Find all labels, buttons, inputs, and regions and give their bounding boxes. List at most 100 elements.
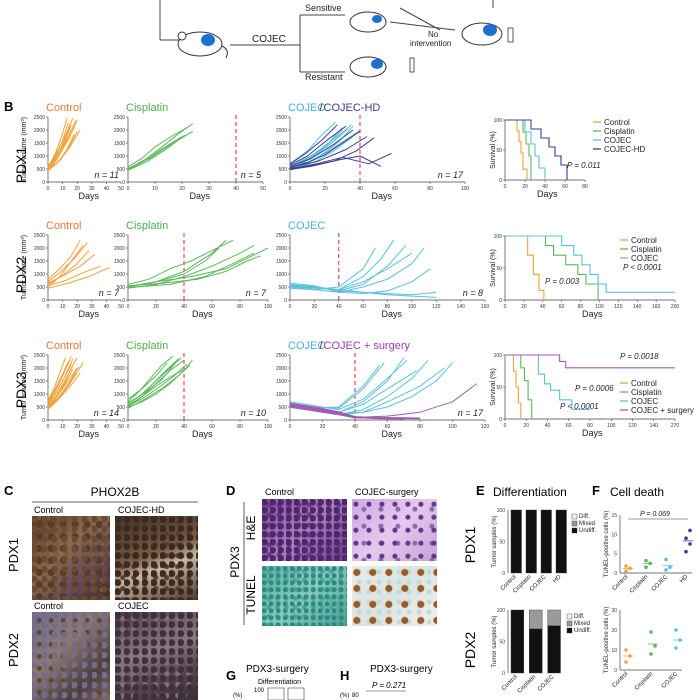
- y-axis-label: Tumor samples (%): [492, 615, 498, 667]
- x-tick-label: 0: [289, 186, 292, 192]
- n-label: n = 5: [241, 170, 262, 180]
- panel-h-axis: (%): [340, 693, 349, 699]
- y-tick-label: 1000: [276, 272, 287, 278]
- x-tick-label: 40: [545, 423, 551, 429]
- data-point: [649, 652, 653, 656]
- panel-c-col2: COJEC-HD: [118, 505, 165, 515]
- legend-swatch: [571, 513, 578, 520]
- x-tick-label: 100: [607, 423, 616, 429]
- tumor-growth-line: [289, 129, 354, 167]
- legend-label: Cisplatin: [631, 245, 662, 254]
- y-tick-label: 100: [494, 118, 503, 124]
- chart-title: Control: [46, 340, 81, 352]
- x-tick-label: 50: [260, 186, 266, 192]
- legend-label: Mixed: [579, 521, 595, 527]
- schema-treatment: COJEC: [252, 34, 286, 45]
- data-point: [624, 660, 628, 664]
- y-tick-label: 500: [37, 285, 46, 291]
- y-axis-label: Survival (%): [490, 249, 497, 287]
- tumor-growth-line: [127, 255, 262, 287]
- he-pdx3-cojec-surgery: [352, 499, 437, 561]
- tube-icon: [409, 57, 415, 73]
- tumor-growth-line: [289, 125, 347, 166]
- panel-g-subtitle: Differentiation: [258, 679, 301, 686]
- tumor-growth-line: [289, 268, 431, 294]
- data-point: [624, 564, 628, 568]
- tumor-growth-line: [289, 365, 380, 409]
- x-tick-label: 20: [74, 186, 80, 192]
- y-tick-label: 2000: [276, 366, 287, 372]
- y-tick-label: 1500: [34, 379, 45, 385]
- legend-label: Control: [631, 379, 657, 388]
- n-label: n = 14: [94, 408, 119, 418]
- chart-title: Control: [46, 102, 81, 114]
- y-tick-label: 2000: [276, 128, 287, 134]
- y-tick-label: 2500: [34, 233, 45, 239]
- tumor-growth-line: [289, 404, 421, 419]
- tumor-growth-line: [289, 130, 361, 169]
- legend-swatch: [566, 627, 573, 634]
- x-tick-label: 20: [153, 304, 159, 310]
- x-tick-label: 40: [104, 424, 110, 430]
- y-tick-label: 2500: [34, 353, 45, 359]
- growth-chart: 0 500 1000 1500 2000 2500 0 10 20 30 40 50 Days Cispl…: [114, 102, 266, 201]
- tumor-growth-line: [127, 136, 183, 171]
- legend-label: COJEC: [631, 254, 658, 263]
- x-axis-label: Days: [192, 309, 213, 319]
- x-tick-label: 100: [408, 304, 417, 310]
- panel-c-col1: Control: [34, 505, 63, 515]
- y-tick-label: 1500: [114, 379, 125, 385]
- x-tick-label: 40: [181, 304, 187, 310]
- y-tick-label: 10: [611, 648, 617, 654]
- y-tick-label: 500: [279, 405, 288, 411]
- y-tick-label: 1500: [114, 259, 125, 265]
- y-axis-label: TUNEL-positive cells (%): [604, 511, 610, 578]
- y-tick-label: 2500: [276, 353, 287, 359]
- tumor-growth-line: [127, 123, 194, 170]
- x-tick-label: 0: [47, 304, 50, 310]
- x-tick-label: 20: [312, 304, 318, 310]
- data-point: [688, 542, 692, 546]
- y-tick-label: 0: [122, 180, 125, 186]
- category-label: COJEC: [651, 574, 670, 593]
- x-tick-label: 80: [587, 423, 593, 429]
- growth-chart: 0 500 1000 1500 2000 2500 0 10 20 30 40 50 Days Tumor…: [21, 340, 124, 439]
- n-label: n = 10: [241, 408, 266, 418]
- y-tick-label: 0: [42, 180, 45, 186]
- y-tick-label: 2500: [114, 353, 125, 359]
- chart-title: Cisplatin: [126, 102, 168, 114]
- x-axis-label: Days: [79, 191, 100, 201]
- x-tick-label: 50: [118, 304, 124, 310]
- panel-h-title: PDX3-surgery: [370, 664, 433, 675]
- y-tick-label: 10: [611, 532, 617, 538]
- tumor-growth-line: [289, 124, 338, 165]
- y-tick-label: 1000: [114, 392, 125, 398]
- ihc-pdx1-cojec-hd: [115, 516, 198, 600]
- y-axis-label: Tumor samples (%): [492, 515, 498, 567]
- y-tick-label: 1500: [34, 259, 45, 265]
- data-point: [684, 549, 688, 554]
- chart-title: Cisplatin: [126, 340, 168, 352]
- panel-label-g: G: [226, 668, 236, 683]
- y-axis-label: Tumor volume (mm³): [21, 355, 28, 420]
- x-tick-label: 80: [417, 424, 423, 430]
- tumor-growth-line: [289, 155, 382, 169]
- panel-d-col1: Control: [265, 487, 294, 497]
- x-tick-label: 0: [127, 186, 130, 192]
- x-axis-label: Days: [382, 429, 403, 439]
- panel-d-row1: H&E: [244, 516, 258, 541]
- x-tick-label: 60: [209, 304, 215, 310]
- x-tick-label: 120: [628, 423, 637, 429]
- n-label: n = 7: [246, 288, 267, 298]
- y-tick-label: 50: [496, 266, 502, 272]
- x-tick-label: 50: [118, 186, 124, 192]
- data-point: [668, 565, 672, 569]
- y-tick-label: 2500: [34, 115, 45, 121]
- y-tick-label: 0: [284, 418, 287, 424]
- y-tick-label: 500: [117, 285, 126, 291]
- panel-c-col2b: COJEC: [118, 601, 149, 611]
- y-tick-label: 100: [494, 353, 503, 359]
- y-tick-label: 500: [37, 167, 46, 173]
- x-axis-label: Days: [582, 428, 603, 438]
